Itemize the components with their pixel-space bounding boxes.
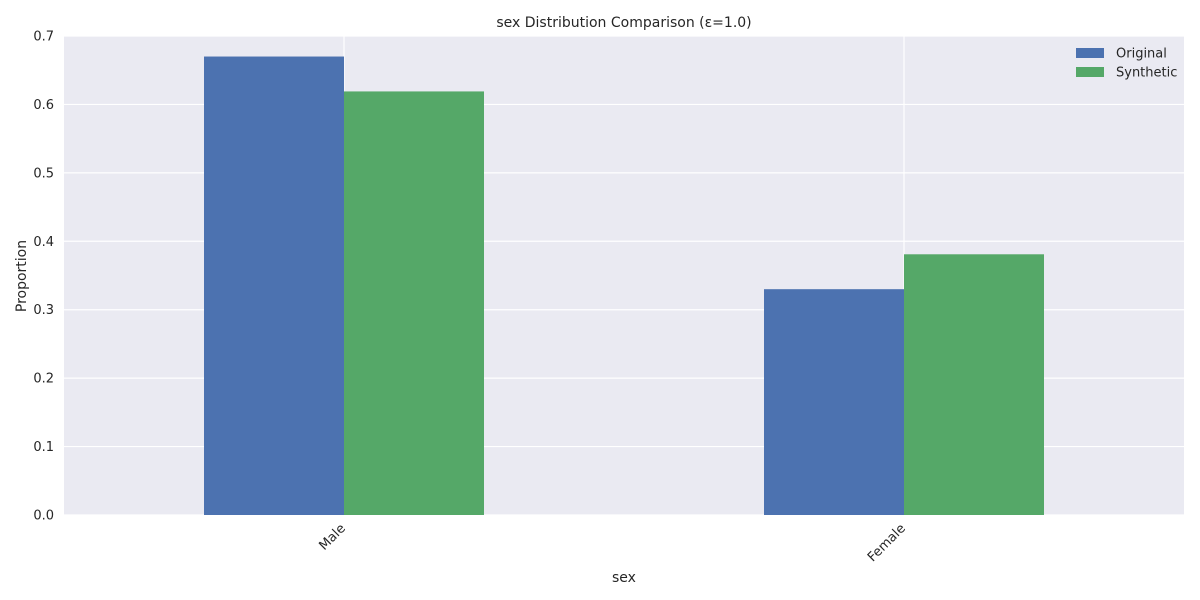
chart-title: sex Distribution Comparison (ε=1.0) bbox=[496, 15, 751, 31]
y-tick-label: 0.5 bbox=[33, 166, 54, 181]
legend: Original Synthetic bbox=[1076, 47, 1177, 81]
y-axis-label: Proportion bbox=[14, 240, 30, 312]
y-axis-ticks: 0.0 0.1 0.2 0.3 0.4 0.5 0.6 0.7 bbox=[33, 30, 54, 524]
x-axis-label: sex bbox=[612, 570, 636, 586]
y-tick-label: 0.0 bbox=[33, 509, 54, 524]
y-tick-label: 0.6 bbox=[33, 98, 54, 113]
x-tick-label: Male bbox=[316, 521, 348, 553]
legend-label-synthetic: Synthetic bbox=[1116, 66, 1177, 81]
x-tick-label: Female bbox=[865, 521, 909, 565]
legend-label-original: Original bbox=[1116, 47, 1167, 62]
bar-synthetic-male bbox=[344, 91, 484, 516]
y-tick-label: 0.3 bbox=[33, 303, 54, 318]
y-tick-label: 0.2 bbox=[33, 372, 54, 387]
bar-original-male bbox=[204, 56, 344, 516]
legend-swatch-synthetic bbox=[1076, 67, 1104, 77]
bar-original-female bbox=[764, 289, 904, 515]
y-tick-label: 0.7 bbox=[33, 30, 54, 45]
y-tick-label: 0.1 bbox=[33, 440, 54, 455]
y-tick-label: 0.4 bbox=[33, 235, 54, 250]
bars bbox=[204, 56, 1044, 516]
legend-swatch-original bbox=[1076, 48, 1104, 58]
bar-synthetic-female bbox=[904, 254, 1044, 515]
x-axis-ticks: Male Female bbox=[316, 521, 908, 565]
